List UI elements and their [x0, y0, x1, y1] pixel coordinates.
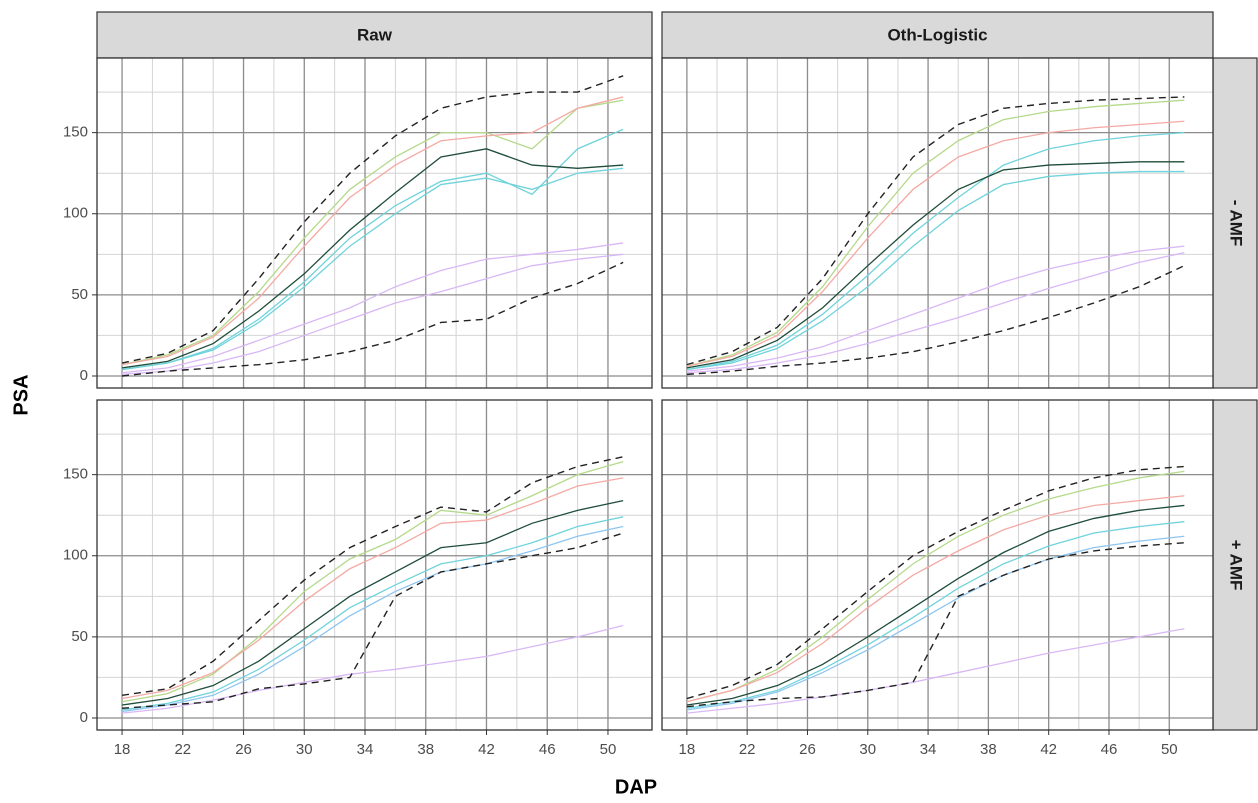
panel — [96, 399, 653, 731]
x-tick-label: 50 — [600, 741, 617, 758]
y-tick-label: 50 — [71, 628, 88, 645]
panel-border — [661, 57, 1214, 389]
x-tick-label: 46 — [1101, 741, 1118, 758]
x-axis-title: DAP — [615, 776, 657, 798]
x-tick-label: 38 — [980, 741, 997, 758]
x-tick-label: 42 — [1040, 741, 1057, 758]
panel-background — [662, 400, 1213, 730]
x-tick-label: 18 — [679, 741, 696, 758]
series-line — [686, 245, 1185, 372]
series-line — [686, 96, 1185, 366]
y-tick-label: 150 — [63, 124, 88, 141]
panel — [96, 57, 653, 389]
series-line — [121, 499, 624, 706]
x-tick-label: 38 — [417, 741, 434, 758]
x-tick-label: 22 — [174, 741, 191, 758]
series-line — [686, 504, 1185, 706]
series-line — [121, 242, 624, 374]
series-line — [686, 465, 1185, 700]
y-tick-label: 100 — [63, 205, 88, 222]
series-line — [686, 542, 1185, 708]
series-line — [121, 477, 624, 700]
series-line — [686, 252, 1185, 374]
series-line — [121, 75, 624, 364]
series-line — [122, 532, 624, 709]
y-tick-label: 150 — [63, 466, 88, 483]
series-line — [686, 470, 1185, 703]
panel — [661, 399, 1214, 731]
series-line — [121, 516, 624, 711]
series-line — [121, 148, 624, 369]
series-line — [121, 99, 624, 366]
series-line — [121, 167, 624, 371]
series-line — [686, 161, 1185, 369]
series-line — [686, 628, 1185, 714]
y-tick-label: 100 — [63, 547, 88, 564]
series-line — [686, 495, 1185, 703]
series-line — [121, 624, 624, 714]
series-line — [121, 261, 624, 377]
series-line — [121, 456, 624, 696]
panel-border — [96, 399, 653, 731]
y-axis-title: PSA — [10, 374, 32, 415]
series-line — [686, 265, 1185, 376]
panel-background — [97, 400, 652, 730]
strip-label: + AMF — [1227, 540, 1246, 591]
series-line — [686, 120, 1185, 367]
x-tick-label: 30 — [296, 741, 313, 758]
x-tick-label: 42 — [478, 741, 495, 758]
x-tick-label: 26 — [235, 741, 252, 758]
series-line — [686, 521, 1185, 709]
y-tick-label: 0 — [80, 709, 88, 726]
series-line — [686, 99, 1185, 367]
strip — [1212, 399, 1258, 731]
x-tick-label: 18 — [114, 741, 131, 758]
strip — [661, 11, 1214, 59]
series-line — [121, 525, 624, 713]
panel-border — [96, 57, 653, 389]
x-tick-label: 46 — [539, 741, 556, 758]
x-tick-label: 50 — [1161, 741, 1178, 758]
x-tick-label: 34 — [357, 741, 374, 758]
strip-label: - AMF — [1227, 200, 1246, 247]
series-line — [121, 461, 624, 703]
panel-background — [97, 58, 652, 388]
series-line — [122, 253, 624, 376]
panel-background — [662, 58, 1213, 388]
series-line — [686, 131, 1185, 371]
y-tick-label: 0 — [80, 367, 88, 384]
strip-label: Oth-Logistic — [887, 25, 987, 44]
series-line — [686, 170, 1185, 371]
x-tick-label: 22 — [739, 741, 756, 758]
series-line — [686, 535, 1185, 711]
x-tick-label: 30 — [859, 741, 876, 758]
x-tick-label: 26 — [799, 741, 816, 758]
strip — [96, 11, 653, 59]
panel — [661, 57, 1214, 389]
y-tick-label: 50 — [71, 286, 88, 303]
series-line — [121, 96, 624, 366]
strip-label: Raw — [357, 25, 393, 44]
x-tick-label: 34 — [920, 741, 937, 758]
strip — [1212, 57, 1258, 389]
panel-border — [661, 399, 1214, 731]
